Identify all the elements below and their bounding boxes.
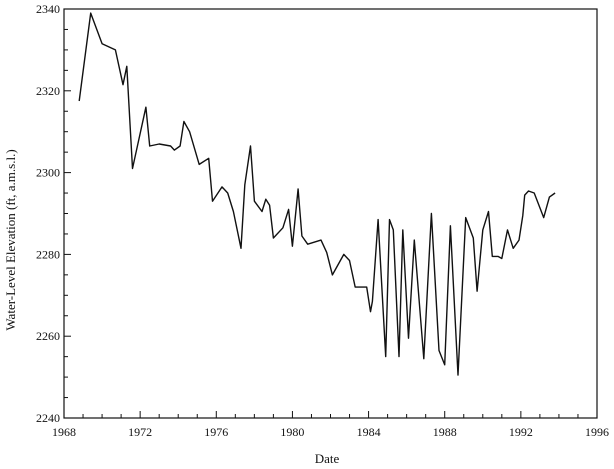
x-tick-label: 1992: [509, 425, 533, 439]
y-tick-label: 2260: [36, 329, 60, 343]
x-axis: 1968 1972 1976 1980 1984 1988 1992 1996: [52, 411, 609, 439]
x-axis-title: Date: [315, 451, 340, 466]
y-axis-title: Water-Level Elevation (ft, a.m.s.l.): [3, 149, 18, 330]
y-tick-label: 2240: [36, 411, 60, 425]
x-tick-label: 1984: [357, 425, 381, 439]
plot-frame: [63, 8, 598, 419]
plot-area: [63, 8, 598, 419]
x-tick-label: 1988: [433, 425, 457, 439]
y-tick-label: 2280: [36, 247, 60, 261]
x-tick-label: 1976: [204, 425, 228, 439]
y-tick-label: 2320: [36, 84, 60, 98]
x-tick-label: 1996: [585, 425, 609, 439]
series-line-1: [78, 12, 556, 376]
x-tick-label: 1968: [52, 425, 76, 439]
x-tick-label: 1972: [128, 425, 152, 439]
y-tick-label: 2340: [36, 2, 60, 16]
x-tick-label: 1980: [280, 425, 304, 439]
y-axis: 2240 2260 2280 2300 2320 2340: [36, 2, 71, 425]
y-tick-label: 2300: [36, 166, 60, 180]
